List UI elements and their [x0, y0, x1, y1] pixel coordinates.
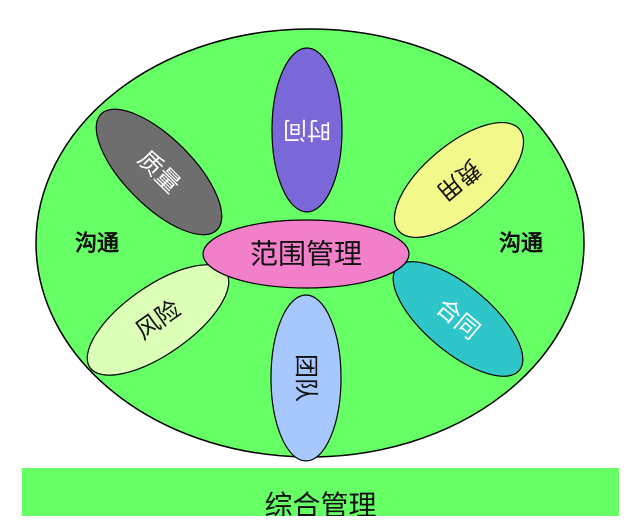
- petal-time-shape: [271, 47, 343, 213]
- right-communication-label: 沟通: [499, 231, 543, 257]
- petal-quality-shape: [95, 108, 223, 236]
- petal-quality: 质量: [95, 108, 223, 236]
- petal-time-label: 时间: [283, 116, 331, 144]
- petal-team: 团队: [270, 294, 342, 462]
- petal-team-shape: [270, 294, 342, 462]
- integrated-management-label: 综合管理: [264, 489, 377, 516]
- center-label: 范围管理: [250, 238, 362, 271]
- petal-cost-shape: [393, 121, 525, 239]
- petal-time: 时间: [271, 47, 343, 213]
- center-node: 范围管理: [202, 219, 410, 289]
- petal-cost: 费用: [393, 121, 525, 239]
- center-ellipse: [202, 219, 410, 289]
- integrated-management-bar: 综合管理: [22, 468, 619, 516]
- left-communication-label: 沟通: [75, 231, 119, 257]
- petal-team-label: 团队: [292, 354, 320, 402]
- petal-contract: 合同: [392, 261, 524, 377]
